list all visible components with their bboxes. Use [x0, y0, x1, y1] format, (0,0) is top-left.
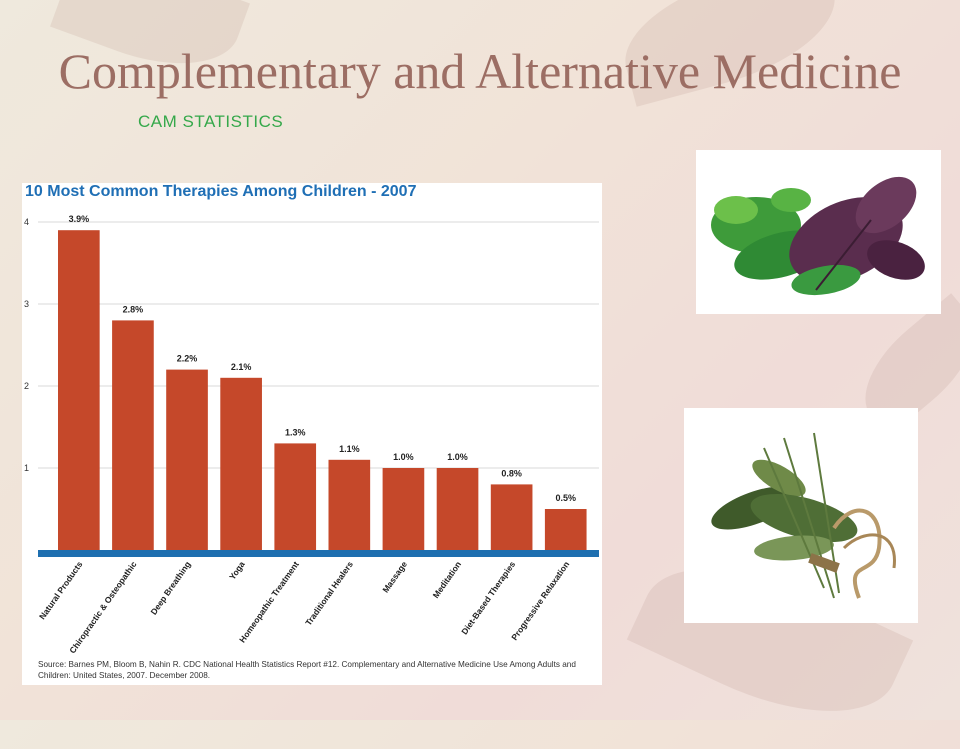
slide-title: Complementary and Alternative Medicine: [58, 43, 902, 99]
bar: [382, 468, 425, 550]
bar: [544, 509, 587, 550]
bar: [328, 459, 371, 550]
x-tick-label: Yoga: [227, 559, 247, 581]
bar: [58, 230, 100, 550]
x-tick-label: Natural Products: [37, 559, 85, 621]
data-label: 1.0%: [393, 452, 414, 462]
data-label: 0.5%: [555, 493, 576, 503]
data-label: 2.2%: [177, 354, 198, 364]
bar: [436, 468, 479, 550]
data-label: 0.8%: [501, 468, 522, 478]
data-label: 3.9%: [69, 214, 90, 224]
chart-title: 10 Most Common Therapies Among Children …: [25, 183, 417, 200]
y-tick-label: 3: [24, 299, 29, 309]
y-tick-label: 4: [24, 217, 29, 227]
bar: [274, 443, 317, 550]
slide-subtitle: CAM STATISTICS: [138, 112, 284, 131]
chart-panel: 10 Most Common Therapies Among Children …: [22, 183, 602, 685]
x-tick-label: Massage: [380, 559, 409, 594]
x-tick-label: Homeopathic Treatment: [237, 559, 301, 644]
x-tick-label: Deep Breathing: [148, 559, 192, 616]
bar: [166, 369, 208, 550]
data-label: 1.3%: [285, 427, 306, 437]
dried-herb-bundle-icon: [711, 432, 896, 599]
x-tick-label: Diet-Based Therapies: [459, 559, 517, 636]
y-tick-label: 1: [24, 463, 29, 473]
data-label: 1.1%: [339, 444, 360, 454]
y-tick-label: 2: [24, 381, 29, 391]
bar: [490, 484, 533, 550]
chart-source-note: Source: Barnes PM, Bloom B, Nahin R. CDC…: [38, 660, 576, 680]
data-label: 1.0%: [447, 452, 468, 462]
herb-bundle-photo: [684, 408, 918, 623]
x-tick-label: Traditional Healers: [303, 559, 355, 627]
x-axis-baseline: [38, 550, 599, 557]
herbs-basil-photo: [696, 150, 941, 314]
fresh-herbs-icon: [711, 176, 925, 296]
bar: [112, 320, 154, 550]
bar: [220, 377, 262, 550]
data-label: 2.8%: [123, 304, 144, 314]
x-tick-label: Progressive Relaxation: [509, 559, 571, 642]
x-tick-label: Meditation: [431, 559, 464, 600]
data-label: 2.1%: [231, 362, 252, 372]
